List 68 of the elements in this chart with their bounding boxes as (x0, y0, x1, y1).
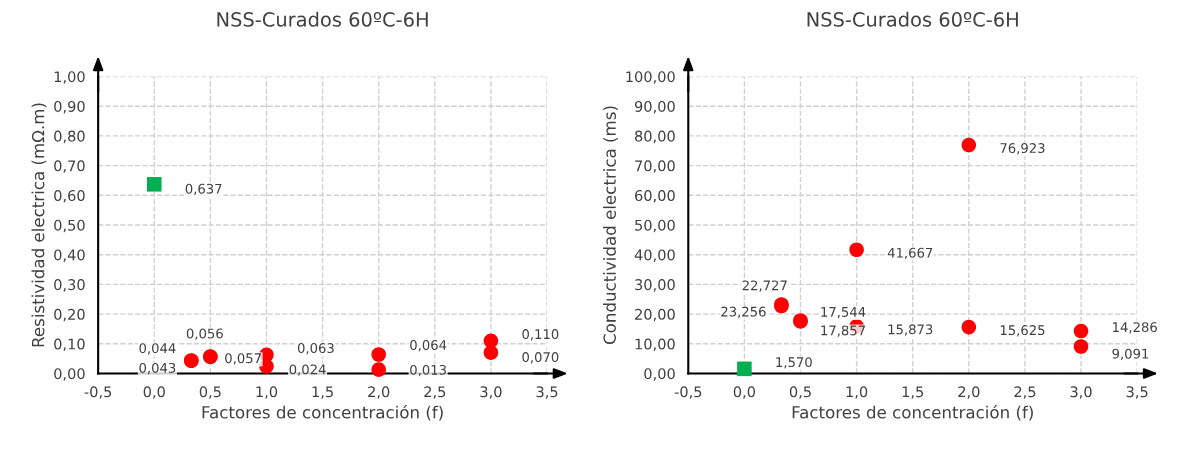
x-tick-label: 1,5 (312, 386, 333, 399)
x-tick-label: 3,5 (536, 386, 558, 399)
y-tick-label: 0,40 (54, 249, 85, 262)
data-label: 15,625 (1000, 325, 1045, 337)
y-tick-label: 100,00 (626, 71, 675, 84)
x-tick-label: 1,5 (902, 386, 924, 399)
data-label: 14,286 (1113, 322, 1157, 334)
x-tick-label: -0,5 (84, 386, 112, 399)
data-label: 0,063 (297, 343, 334, 355)
x-tick-label: 2,0 (958, 386, 980, 399)
x-tick-label: -0,5 (674, 386, 702, 399)
y-tick-label: 0,70 (54, 160, 85, 173)
y-tick-label: 80,00 (635, 130, 675, 144)
x-tick-label: 2,5 (1014, 386, 1036, 399)
data-label: 0,043 (139, 362, 176, 375)
data-label: 76,923 (1000, 143, 1045, 155)
y-tick-label: 0,80 (54, 130, 85, 144)
y-tick-label: 0,00 (644, 368, 675, 381)
y-tick-label: 0,20 (54, 308, 85, 322)
data-label: 0,064 (410, 340, 447, 352)
x-tick-label: 1,0 (846, 386, 868, 399)
x-tick-label: 3,0 (480, 386, 502, 399)
y-tick-label: 50,00 (635, 219, 675, 233)
data-label: 17,544 (821, 307, 866, 319)
data-label: 23,256 (721, 306, 766, 318)
y-axis-title: Resistividad electrica (mΩ.m) (31, 103, 47, 347)
data-label: 22,727 (742, 280, 787, 292)
x-tick-label: 2,0 (368, 386, 390, 399)
y-tick-label: 20,00 (635, 308, 675, 322)
data-label: 1,570 (776, 357, 812, 369)
x-tick-label: 3,5 (1126, 386, 1148, 399)
x-tick-label: 0,5 (789, 386, 811, 399)
y-tick-label: 30,00 (635, 279, 675, 292)
y-tick-label: 70,00 (635, 160, 675, 173)
y-tick-label: 0,90 (54, 100, 85, 114)
y-tick-label: 0,30 (54, 279, 85, 292)
x-axis-title: Factores de concentración (f) (792, 405, 1033, 421)
y-tick-label: 60,00 (635, 190, 675, 203)
data-label: 0,070 (522, 352, 559, 364)
x-tick-label: 0,5 (199, 386, 221, 399)
y-tick-label: 0,60 (54, 190, 85, 203)
x-tick-label: 0,0 (733, 386, 756, 399)
x-axis-title: Factores de concentración (f) (202, 405, 443, 421)
data-label: 0,024 (289, 364, 326, 376)
y-tick-label: 40,00 (634, 249, 675, 262)
y-tick-label: 10,00 (635, 338, 675, 352)
data-label: 0,056 (186, 328, 223, 340)
y-tick-label: 1,00 (54, 71, 85, 84)
data-label: 17,857 (821, 325, 865, 337)
chart-title: NSS-Curados 60ºC-6H (807, 11, 1018, 27)
data-label: 41,667 (887, 247, 933, 260)
y-axis-title: Conductividad electrica (ms) (603, 106, 618, 345)
y-tick-label: 0,10 (54, 338, 85, 352)
x-tick-label: 2,5 (424, 386, 446, 399)
y-tick-label: 0,00 (54, 368, 85, 381)
data-label: 15,873 (888, 324, 933, 336)
y-tick-label: 0,50 (54, 219, 85, 233)
data-label: 0,044 (139, 343, 176, 355)
data-label: 0,637 (185, 183, 222, 196)
chart-title: NSS-Curados 60ºC-6H (217, 11, 428, 27)
y-tick-label: 90,00 (634, 100, 675, 114)
x-tick-label: 0,0 (143, 386, 165, 399)
x-tick-label: 3,0 (1070, 386, 1092, 399)
data-label: 0,110 (522, 329, 559, 341)
data-label: 0,057 (225, 353, 261, 365)
data-label: 9,091 (1112, 348, 1149, 361)
x-tick-label: 1,0 (256, 386, 278, 399)
data-label: 0,013 (410, 364, 446, 377)
